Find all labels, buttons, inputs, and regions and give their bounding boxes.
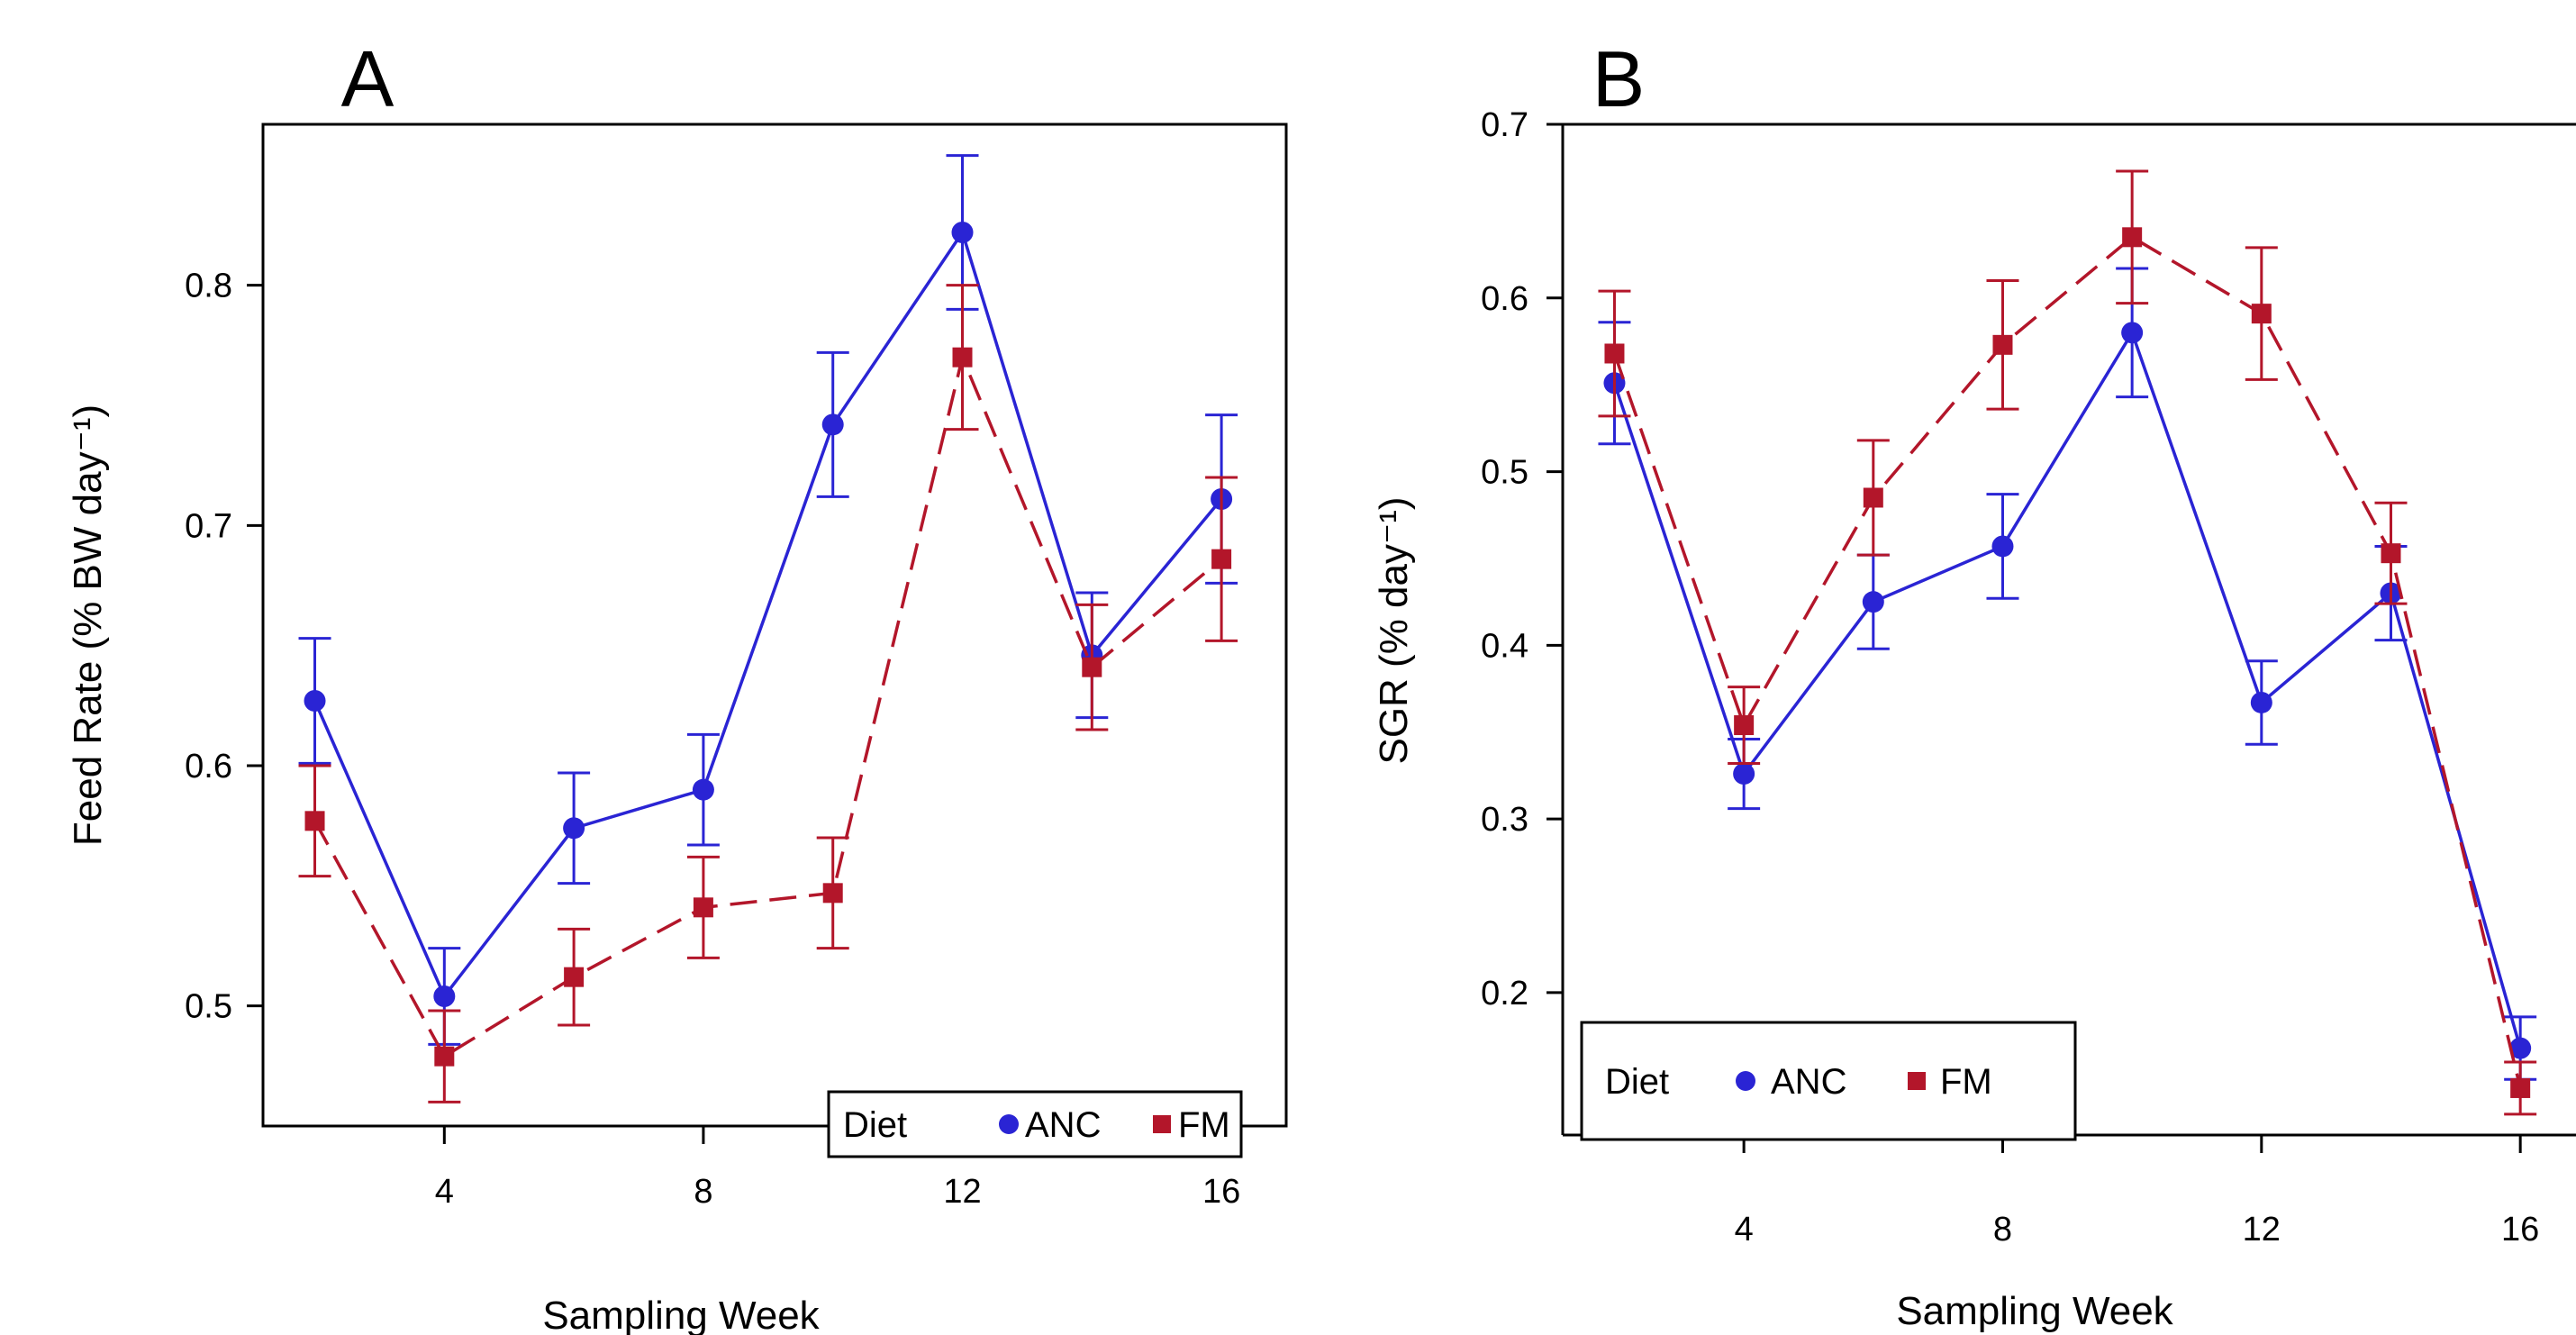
y-tick-label: 0.7 (185, 507, 232, 545)
data-point-fm (434, 1046, 455, 1067)
x-tick-label: 8 (694, 1173, 712, 1211)
data-point-fm (2122, 227, 2143, 248)
legend-marker-fm (1908, 1072, 1926, 1090)
x-tick-label: 16 (2501, 1211, 2539, 1249)
data-point-fm (1992, 334, 2013, 355)
data-point-anc (304, 690, 326, 712)
data-point-fm (822, 883, 843, 904)
y-tick-label: 0.2 (1481, 975, 1528, 1013)
x-tick-label: 8 (1993, 1211, 2012, 1249)
legend-box (1580, 1021, 2077, 1141)
series-fm (1598, 169, 2537, 1116)
y-tick-label: 0.6 (1481, 280, 1528, 318)
legend-marker-anc (1736, 1071, 1755, 1091)
series-layer (298, 154, 1238, 1103)
data-point-anc (1733, 763, 1755, 786)
legend-label-fm: FM (1178, 1105, 1230, 1145)
y-tick-label: 0.8 (185, 268, 232, 305)
data-point-fm (1863, 487, 1883, 508)
data-point-fm (2251, 304, 2272, 324)
data-point-anc (1862, 591, 1884, 613)
x-tick-label: 4 (435, 1173, 454, 1211)
legend-marker-fm (1153, 1115, 1171, 1133)
series-anc (298, 154, 1238, 1046)
series-line-fm (1612, 235, 2522, 1089)
y-axis-title: SGR (% day⁻¹) (1372, 496, 1416, 764)
legend-box (827, 1090, 1243, 1158)
x-tick-label: 16 (1202, 1173, 1240, 1211)
y-tick-label: 0.5 (185, 988, 232, 1026)
data-point-fm (952, 347, 973, 368)
data-point-fm (564, 967, 585, 987)
legend-marker-anc (999, 1114, 1019, 1134)
legend: Diet ANC FM (827, 1090, 1243, 1158)
x-axis-title: Sampling Week (1896, 1289, 2173, 1333)
legend-label-anc: ANC (1025, 1105, 1101, 1145)
x-tick-label: 4 (1735, 1211, 1754, 1249)
legend-label-anc: ANC (1771, 1062, 1846, 1102)
x-axis-title: Sampling Week (542, 1294, 820, 1335)
data-point-fm (693, 897, 713, 918)
legend-title: Diet (843, 1105, 907, 1145)
panel-label: A (341, 34, 395, 123)
legend-label-fm: FM (1940, 1062, 1992, 1102)
y-tick-label: 0.4 (1481, 627, 1528, 665)
series-anc (1598, 267, 2537, 1081)
data-point-anc (821, 413, 844, 436)
data-point-fm (2510, 1077, 2531, 1098)
y-tick-label: 0.6 (185, 748, 232, 786)
legend-title: Diet (1605, 1062, 1669, 1102)
data-point-fm (1604, 343, 1625, 364)
legend: Diet ANC FM (1580, 1021, 2077, 1141)
data-point-anc (2509, 1037, 2532, 1059)
data-point-anc (433, 985, 456, 1007)
plot-frame (261, 123, 1288, 1128)
panel-label: B (1592, 34, 1646, 123)
data-point-fm (1734, 715, 1755, 736)
y-tick-label: 0.3 (1481, 801, 1528, 839)
series-line-anc (313, 228, 1223, 1000)
data-point-anc (692, 778, 714, 801)
data-point-anc (2121, 322, 2144, 344)
data-point-fm (1211, 549, 1232, 569)
data-point-fm (304, 811, 325, 831)
data-point-anc (563, 817, 585, 840)
series-layer (1598, 169, 2537, 1116)
panel-b: B 0.2 0.3 0.4 0.5 0.6 0.7 4 8 12 16 Sampling Week SG… (1372, 34, 2576, 1333)
data-point-anc (1991, 535, 2014, 558)
x-tick-label: 12 (2243, 1211, 2281, 1249)
series-line-fm (313, 352, 1223, 1059)
data-point-anc (951, 222, 974, 243)
data-point-fm (2381, 543, 2401, 564)
y-tick-label: 0.7 (1481, 106, 1528, 144)
data-point-fm (1082, 657, 1102, 677)
y-axis-title: Feed Rate (% BW day⁻¹) (66, 404, 110, 846)
x-tick-label: 12 (943, 1173, 981, 1211)
series-fm (298, 284, 1238, 1103)
data-point-anc (2250, 691, 2272, 713)
y-tick-label: 0.5 (1481, 454, 1528, 492)
panel-a: A 0.5 0.6 0.7 0.8 4 8 12 16 Sampling Week Feed Rat… (66, 34, 1288, 1335)
series-line-anc (1612, 329, 2522, 1049)
